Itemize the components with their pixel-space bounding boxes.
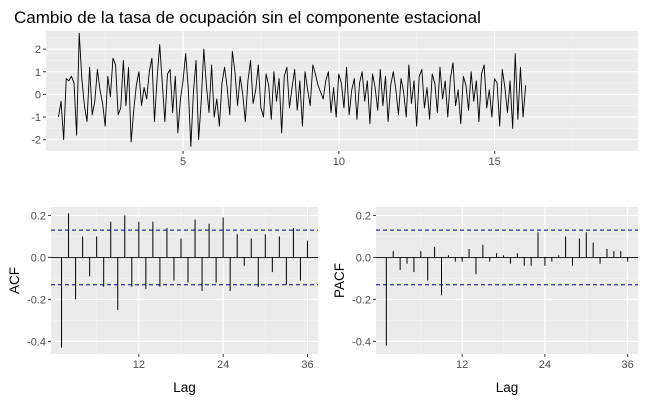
y-tick-label: 0.2	[356, 210, 371, 222]
x-tick-label: 24	[217, 359, 229, 371]
y-tick-label: 0.2	[31, 210, 46, 222]
y-tick-label: 0.0	[356, 252, 371, 264]
y-tick-label: 2	[35, 44, 41, 56]
x-tick-label: 36	[622, 359, 634, 371]
time-series-panel: -2 -1 0 1 2 5 10 15	[31, 31, 638, 168]
y-tick-label: 0.0	[31, 252, 46, 264]
panel-background	[376, 207, 638, 354]
y-axis-title: PACF	[332, 263, 347, 298]
y-tick-label: -1	[31, 112, 41, 124]
series-line	[58, 32, 527, 147]
y-tick-label: 0	[35, 89, 41, 101]
y-tick-label: -0.4	[352, 336, 371, 348]
x-tick-label: 12	[456, 359, 468, 371]
x-tick-label: 36	[301, 359, 313, 371]
chart-title: Cambio de la tasa de ocupación sin el co…	[14, 8, 481, 27]
y-tick-label: -2	[31, 135, 41, 147]
x-tick-label: 10	[333, 156, 345, 168]
x-axis-title: Lag	[173, 380, 196, 395]
pacf-panel: -0.4 -0.2 0.0 0.2 12 24 36 Lag PACF	[332, 207, 638, 395]
x-tick-label: 15	[489, 156, 501, 168]
x-tick-label: 12	[133, 359, 145, 371]
y-tick-label: 1	[35, 67, 41, 79]
y-tick-label: -0.2	[27, 294, 46, 306]
acf-panel: -0.4 -0.2 0.0 0.2 12 24 36 Lag ACF	[7, 207, 318, 395]
panel-background	[51, 207, 318, 354]
x-axis-title: Lag	[496, 380, 519, 395]
x-tick-label: 5	[180, 156, 186, 168]
y-tick-label: -0.4	[27, 336, 46, 348]
y-axis-title: ACF	[7, 267, 22, 294]
x-tick-label: 24	[539, 359, 551, 371]
y-tick-label: -0.2	[352, 294, 371, 306]
